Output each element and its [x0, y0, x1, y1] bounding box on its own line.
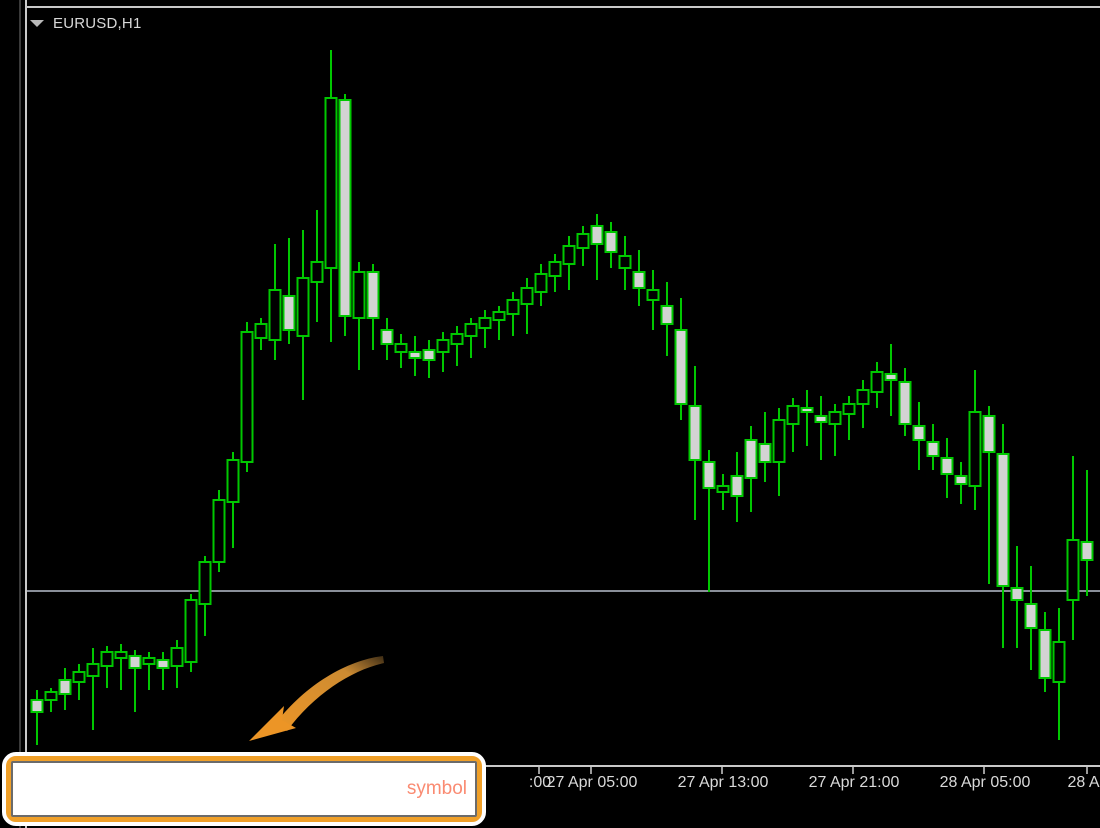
symbol-input[interactable]: symbol	[11, 761, 477, 817]
x-axis-tick-label: 28 Ap	[1067, 774, 1100, 791]
x-axis-tick	[721, 767, 723, 774]
x-axis-tick	[983, 767, 985, 774]
symbol-input-label: symbol	[406, 777, 467, 799]
x-axis-tick	[852, 767, 854, 774]
candlestick-series	[27, 50, 1100, 745]
x-axis-tick-label: 27 Apr 05:00	[546, 774, 638, 791]
x-axis-tick-label: 27 Apr 13:00	[677, 774, 769, 791]
chart-symbol-title: EURUSD,H1	[53, 14, 142, 32]
x-axis-tick	[538, 767, 540, 774]
chevron-down-icon[interactable]	[30, 19, 44, 27]
window-frame-top-border	[25, 6, 1100, 8]
candlestick-chart-plot-area[interactable]	[27, 36, 1100, 765]
x-axis-line	[27, 765, 1100, 767]
x-axis-tick-label: :00	[528, 774, 552, 791]
symbol-input-highlight: symbol	[2, 752, 486, 826]
window-frame-inner-border	[25, 0, 27, 828]
x-axis-tick-label: 28 Apr 05:00	[939, 774, 1031, 791]
x-axis-tick-labels: :00 27 Apr 05:00 27 Apr 13:00 27 Apr 21:00 2…	[0, 774, 1100, 800]
chart-titlebar: EURUSD,H1	[30, 12, 141, 34]
x-axis-tick	[1086, 767, 1088, 774]
x-axis-tick	[590, 767, 592, 774]
x-axis-tick-label: 27 Apr 21:00	[808, 774, 900, 791]
x-axis-ticks	[0, 767, 1100, 775]
window-frame-outer-border	[19, 0, 21, 828]
